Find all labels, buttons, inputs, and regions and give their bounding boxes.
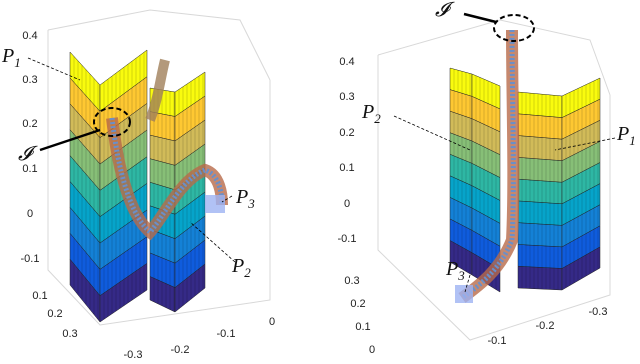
- arrow: [393, 115, 471, 151]
- label-subscript: 3: [457, 268, 465, 283]
- goal-box: [205, 195, 225, 213]
- x-tick-label: -0.1: [488, 335, 507, 347]
- x-tick-label: -0.3: [124, 349, 143, 361]
- region-label: P1: [1, 45, 21, 70]
- surface-band: [517, 135, 563, 161]
- label-name: P: [445, 258, 458, 280]
- y-tick-label: 0.2: [350, 298, 365, 310]
- y-tick-label: 0: [369, 344, 375, 356]
- x-tick-label: -0.2: [171, 344, 190, 356]
- bundle: [460, 29, 516, 301]
- z-tick-label: 0.4: [22, 30, 37, 42]
- z-tick-label: 0.3: [339, 91, 354, 103]
- arrow: [221, 195, 233, 203]
- axis-frame: [47, 30, 271, 326]
- label-name: P: [1, 45, 14, 67]
- region-ellipse: [93, 107, 131, 137]
- z-tick-label: 0.1: [339, 162, 354, 174]
- x-tick-label: -0.1: [217, 328, 236, 340]
- frames: [47, 9, 611, 341]
- y-tick-label: 0.1: [32, 290, 47, 302]
- axis-frame: [47, 9, 271, 81]
- arrow: [554, 137, 616, 151]
- label-name: P: [361, 101, 374, 123]
- bundle: [145, 58, 170, 122]
- z-tick-label: 0.4: [339, 56, 354, 68]
- surface-band: [471, 73, 501, 110]
- surface-band: [517, 222, 563, 248]
- label-subscript: 2: [244, 265, 251, 280]
- z-tick-label: -0.1: [338, 233, 357, 245]
- surface-band: [561, 77, 601, 118]
- label-subscript: 2: [374, 111, 381, 126]
- label-subscript: 1: [629, 133, 636, 148]
- label-subscript: 1: [14, 55, 21, 70]
- y-tick-label: 0.1: [355, 321, 370, 333]
- region-label: P3: [445, 258, 465, 283]
- trajectories: [93, 14, 535, 303]
- label-name: P: [616, 123, 629, 145]
- label-name: P: [231, 255, 244, 277]
- z-tick-label: 0: [27, 208, 33, 220]
- x-tick-label: 0: [269, 316, 275, 328]
- z-tick-label: 0.2: [339, 127, 354, 139]
- y-tick-label: 0.2: [47, 308, 62, 320]
- surface-band: [517, 91, 563, 118]
- label-subscript: 3: [247, 196, 255, 211]
- z-tick-label: 0.1: [22, 163, 37, 175]
- arrow: [27, 57, 81, 81]
- region-label: P2: [231, 255, 251, 280]
- surface-band: [517, 265, 563, 291]
- region-label: P3: [235, 186, 255, 211]
- arrow: [463, 12, 497, 24]
- region-label: P1: [616, 123, 636, 148]
- arrows: [27, 12, 616, 293]
- surface-band: [99, 49, 148, 112]
- z-tick-label: 0: [344, 198, 350, 210]
- surface-band: [517, 113, 563, 140]
- bundle: [109, 117, 225, 236]
- intersection-label: 𝓘: [435, 0, 455, 21]
- y-tick-label: 0.3: [344, 275, 359, 287]
- arrow: [189, 221, 236, 263]
- surface-band: [517, 178, 563, 205]
- axis-frame: [377, 55, 611, 341]
- label-name: P: [235, 186, 248, 208]
- y-tick-label: 0.3: [62, 328, 77, 340]
- surface-band: [517, 244, 563, 269]
- z-tick-label: -0.1: [21, 253, 40, 265]
- z-tick-label: 0.3: [22, 74, 37, 86]
- z-tick-label: 0.2: [22, 118, 37, 130]
- arrow: [464, 274, 471, 293]
- surface-band: [517, 157, 563, 183]
- axis-frame: [377, 19, 611, 96]
- arrow: [39, 128, 101, 152]
- x-tick-label: -0.3: [589, 306, 608, 318]
- region-ellipse: [493, 14, 535, 42]
- surface-band: [517, 200, 563, 226]
- region-label: P2: [361, 101, 381, 126]
- intersection-label: 𝓘: [18, 143, 38, 165]
- goal-box: [455, 285, 473, 303]
- surfaces: [69, 49, 601, 323]
- x-tick-label: -0.2: [536, 320, 555, 332]
